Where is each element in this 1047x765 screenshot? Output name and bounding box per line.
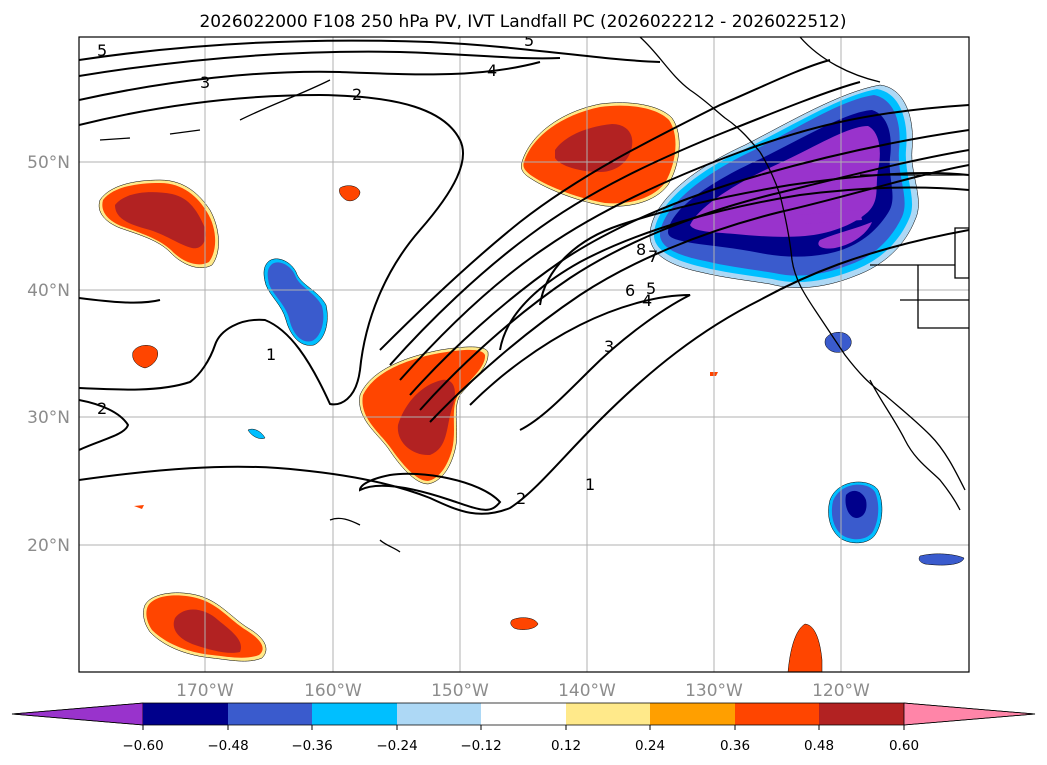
lat-label: 40°N <box>27 281 70 301</box>
coastline <box>99 37 969 553</box>
colorbar-segment <box>11 702 144 726</box>
colorbar-tick-label: 0.60 <box>889 738 919 754</box>
colorbar-tick-label: 0.24 <box>635 738 665 754</box>
colorbar-tick-label: −0.48 <box>207 738 248 754</box>
colorbar-tick-label: −0.12 <box>460 738 501 754</box>
contour-label: 2 <box>516 489 526 508</box>
colorbar-tick-label: −0.36 <box>291 738 332 754</box>
contour-label: 5 <box>524 31 534 50</box>
contour-label: 2 <box>97 399 107 418</box>
lat-label: 20°N <box>27 536 70 556</box>
colorbar-segment <box>481 703 566 725</box>
lat-label: 30°N <box>27 408 70 428</box>
colorbar: −0.60 −0.48 −0.36 −0.24 −0.12 0.12 0.24 … <box>11 702 1036 754</box>
lon-label: 150°W <box>431 681 489 701</box>
contour-label: 1 <box>266 345 276 364</box>
lon-label: 130°W <box>685 681 743 701</box>
colorbar-segment <box>397 703 481 725</box>
colorbar-segment <box>903 702 1036 726</box>
colorbar-segment <box>819 703 904 725</box>
contour-label: 4 <box>487 61 497 80</box>
contour-label: 4 <box>642 291 652 310</box>
latitude-labels: 50°N 40°N 30°N 20°N <box>27 153 70 556</box>
contour-label-group: 5 3 2 4 5 8 7 6 5 4 3 1 2 2 1 <box>97 31 658 508</box>
colorbar-segment <box>735 703 819 725</box>
colorbar-tick-label: −0.60 <box>122 738 163 754</box>
contour-label: 8 <box>636 240 646 259</box>
contour-label: 5 <box>646 279 656 298</box>
contour-label: 5 <box>97 41 107 60</box>
colorbar-segment <box>312 703 397 725</box>
figure-title: 2026022000 F108 250 hPa PV, IVT Landfall… <box>199 12 846 32</box>
lon-label: 120°W <box>812 681 870 701</box>
colorbar-segment <box>566 703 650 725</box>
lon-label: 170°W <box>176 681 234 701</box>
contour-label: 7 <box>648 247 658 266</box>
contour-label: 3 <box>200 73 210 92</box>
colorbar-tick-label: 0.36 <box>720 738 750 754</box>
lon-label: 160°W <box>304 681 362 701</box>
colorbar-tick-label: 0.12 <box>551 738 581 754</box>
contour-label: 2 <box>352 85 362 104</box>
graticule <box>79 37 969 672</box>
colorbar-tick-label: 0.48 <box>804 738 834 754</box>
lon-label: 140°W <box>558 681 616 701</box>
map-frame <box>78 36 970 673</box>
map-area: 5 3 2 4 5 8 7 6 5 4 3 1 2 2 1 <box>79 31 969 672</box>
colorbar-tick-label: −0.24 <box>376 738 417 754</box>
lat-label: 50°N <box>27 153 70 173</box>
ivt-contours <box>79 39 969 515</box>
contour-label: 1 <box>585 475 595 494</box>
colorbar-segment <box>143 703 228 725</box>
colorbar-segment <box>650 703 735 725</box>
contour-label: 6 <box>625 281 635 300</box>
contour-label: 3 <box>604 337 614 356</box>
colorbar-segment <box>228 703 312 725</box>
longitude-labels: 170°W 160°W 150°W 140°W 130°W 120°W <box>176 681 870 701</box>
